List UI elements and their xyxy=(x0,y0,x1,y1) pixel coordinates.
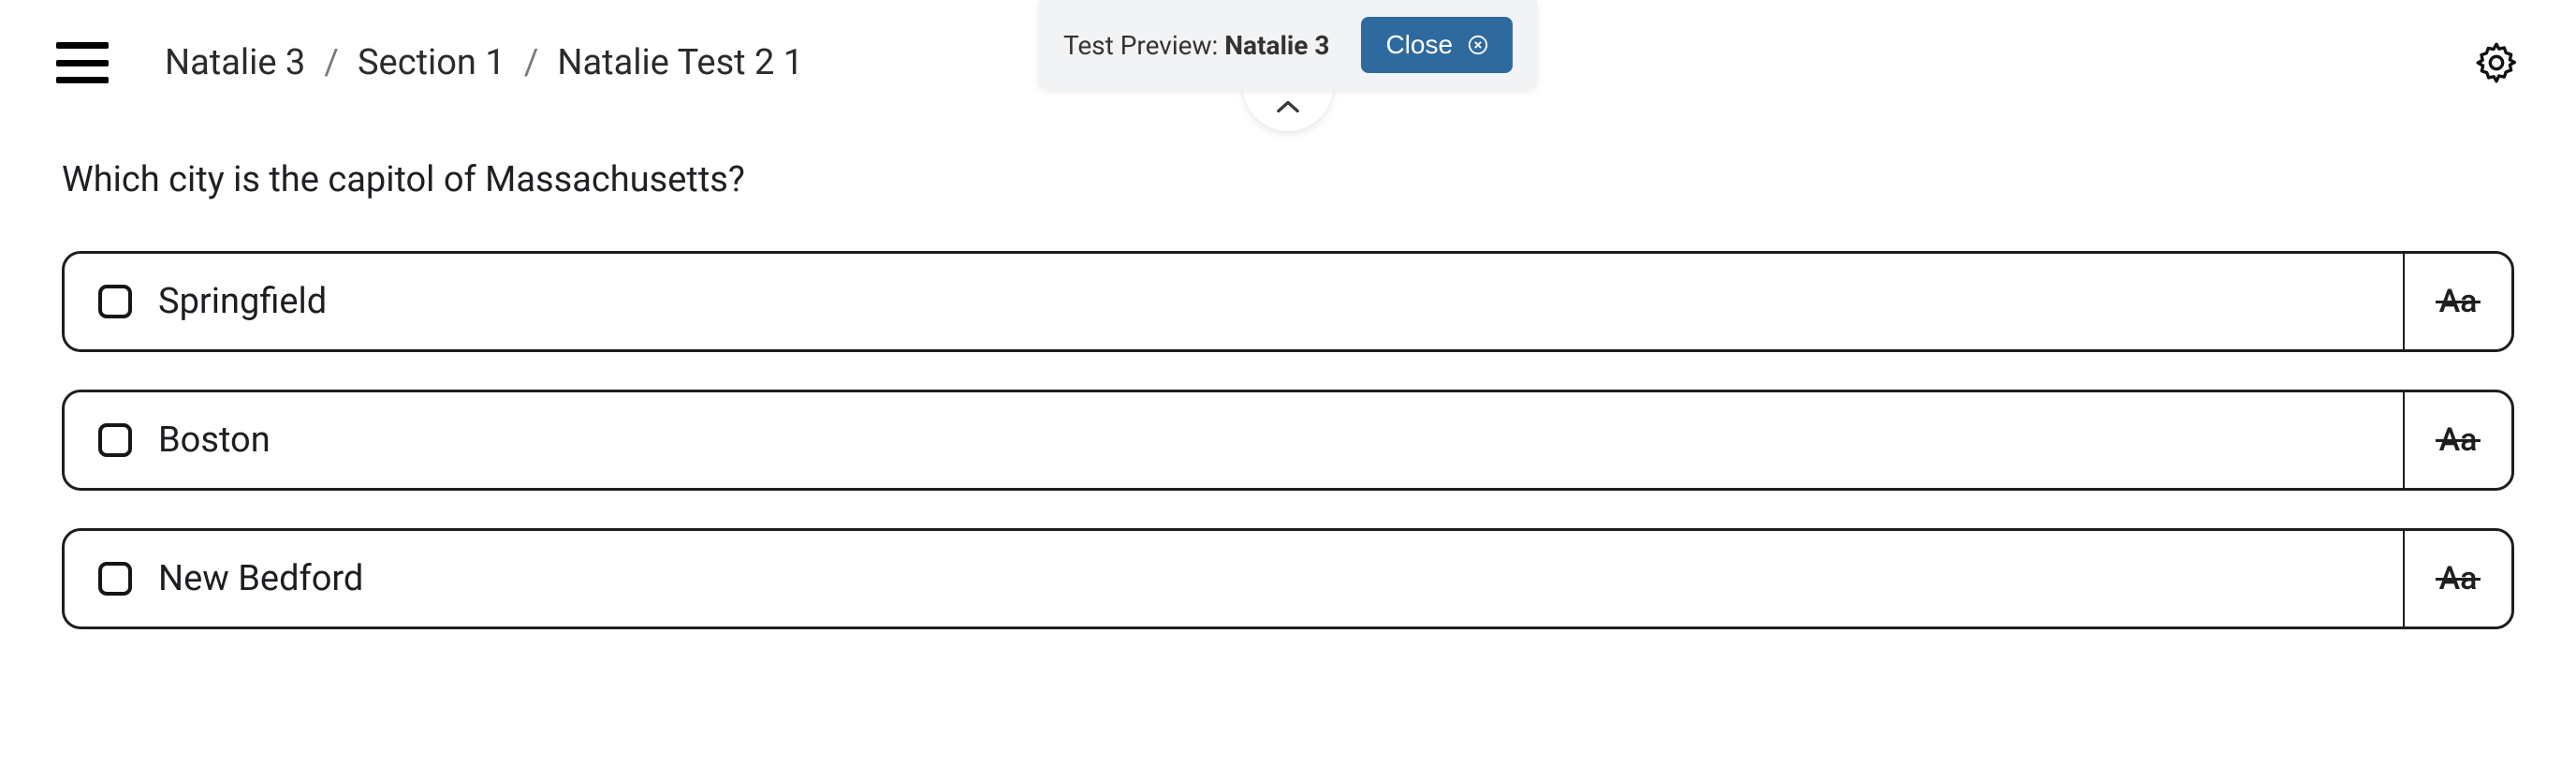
strike-option-button[interactable]: Aa xyxy=(2403,531,2511,626)
breadcrumb-separator: / xyxy=(524,42,539,83)
question-area: Which city is the capitol of Massachuset… xyxy=(0,94,2576,667)
answer-option-select[interactable]: New Bedford xyxy=(65,531,2403,626)
close-preview-button[interactable]: Close xyxy=(1361,17,1513,73)
option-list: Springfield Aa Boston Aa New Bedford xyxy=(62,251,2514,629)
preview-label-prefix: Test Preview: xyxy=(1063,30,1224,61)
settings-button[interactable] xyxy=(2473,39,2520,86)
strikethrough-icon: Aa xyxy=(2439,424,2478,456)
strikethrough-icon: Aa xyxy=(2439,286,2478,317)
answer-option: Boston Aa xyxy=(62,390,2514,491)
breadcrumb-separator: / xyxy=(324,42,339,83)
gear-icon xyxy=(2473,39,2520,86)
answer-option-label: Springfield xyxy=(158,281,327,322)
hamburger-icon xyxy=(56,77,109,83)
checkbox[interactable] xyxy=(98,423,132,457)
chevron-up-icon xyxy=(1275,98,1301,115)
answer-option-select[interactable]: Springfield xyxy=(65,254,2403,349)
preview-test-name: Natalie 3 xyxy=(1224,30,1329,61)
question-text: Which city is the capitol of Massachuset… xyxy=(62,159,2514,200)
hamburger-icon xyxy=(56,42,109,49)
hamburger-icon xyxy=(56,60,109,66)
answer-option-label: Boston xyxy=(158,420,271,461)
answer-option-label: New Bedford xyxy=(158,558,363,599)
answer-option: Springfield Aa xyxy=(62,251,2514,352)
strikethrough-icon: Aa xyxy=(2439,563,2478,595)
menu-button[interactable] xyxy=(56,42,109,83)
close-icon xyxy=(1468,35,1488,55)
close-button-label: Close xyxy=(1385,30,1453,60)
checkbox[interactable] xyxy=(98,562,132,596)
answer-option-select[interactable]: Boston xyxy=(65,392,2403,488)
strike-option-button[interactable]: Aa xyxy=(2403,254,2511,349)
strike-option-button[interactable]: Aa xyxy=(2403,392,2511,488)
checkbox[interactable] xyxy=(98,285,132,318)
preview-label: Test Preview: Natalie 3 xyxy=(1063,30,1329,61)
breadcrumb-item-test[interactable]: Natalie 3 xyxy=(165,42,305,83)
preview-banner: Test Preview: Natalie 3 Close xyxy=(1039,0,1537,90)
breadcrumb-item-section[interactable]: Section 1 xyxy=(358,42,505,83)
answer-option: New Bedford Aa xyxy=(62,528,2514,629)
breadcrumb-item-question[interactable]: Natalie Test 2 1 xyxy=(557,42,803,83)
